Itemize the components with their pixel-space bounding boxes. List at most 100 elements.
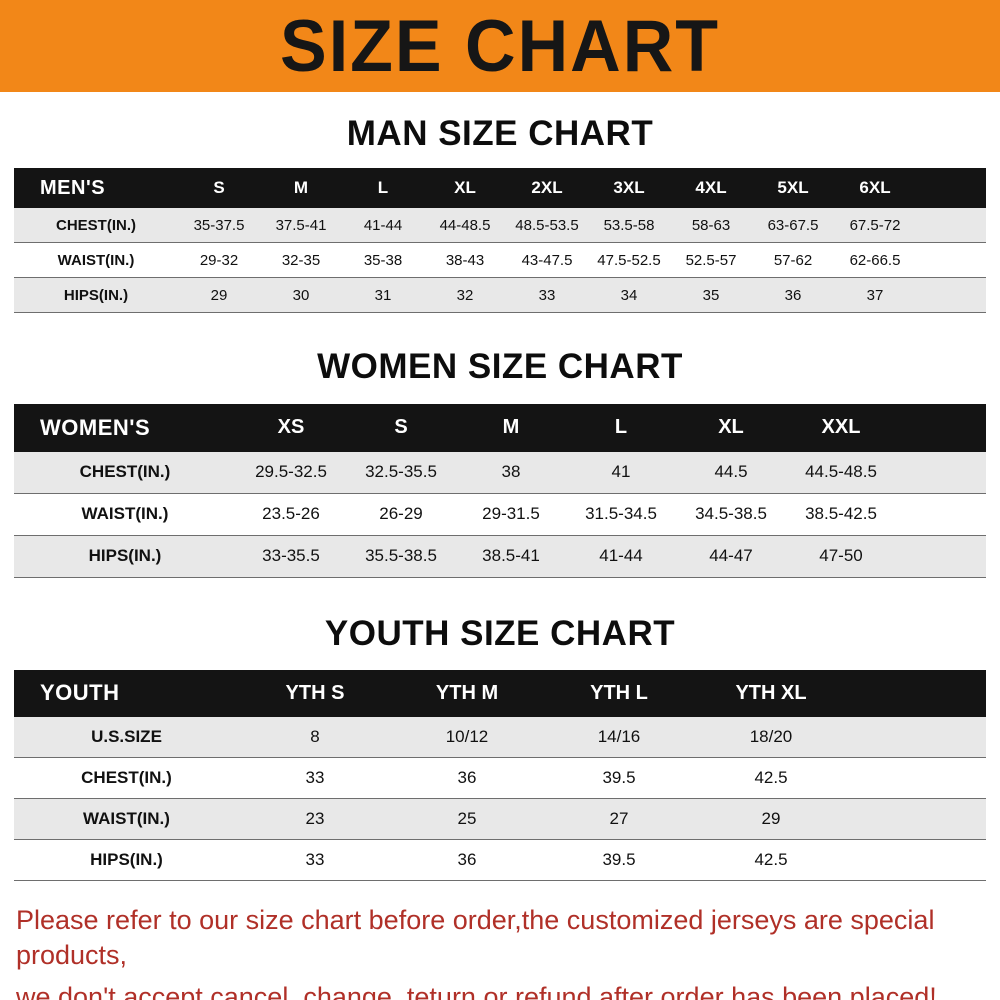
table-header-row: MEN'S S M L XL 2XL 3XL 4XL 5XL 6XL xyxy=(14,168,986,209)
women-size-table: WOMEN'S XS S M L XL XXL CHEST(IN.) 29.5-32.5 32.5… xyxy=(14,403,986,578)
size-value: 8 xyxy=(310,726,320,746)
column-header: L xyxy=(614,416,628,438)
column-header: M xyxy=(293,178,309,198)
table-title-cell: YOUTH xyxy=(40,680,120,706)
size-value: 47-50 xyxy=(819,546,863,565)
table-title-cell: WOMEN'S xyxy=(40,414,151,440)
row-label: HIPS(IN.) xyxy=(90,849,163,869)
table-header-row: WOMEN'S XS S M L XL XXL xyxy=(14,403,986,452)
row-label: U.S.SIZE xyxy=(91,726,162,746)
size-value: 52.5-57 xyxy=(685,251,737,269)
row-label: CHEST(IN.) xyxy=(81,767,172,787)
footer-notice: Please refer to our size chart before or… xyxy=(16,903,984,1000)
size-value: 39.5 xyxy=(602,767,636,787)
section-heading-man: MAN SIZE CHART xyxy=(346,114,654,153)
section-youth: YOUTH SIZE CHART YOUTH YTH S YTH M YTH L YTH… xyxy=(0,614,1000,881)
column-header: YTH XL xyxy=(735,681,807,704)
size-value: 36 xyxy=(457,849,477,869)
size-value: 41 xyxy=(611,462,631,481)
table-title-cell: MEN'S xyxy=(40,176,106,199)
table-row: WAIST(IN.) 23 25 27 29 xyxy=(14,798,986,840)
column-header: XS xyxy=(277,416,305,438)
size-value: 67.5-72 xyxy=(849,216,901,234)
size-value: 38.5-42.5 xyxy=(805,504,877,523)
size-value: 35-37.5 xyxy=(193,216,245,234)
table-row: WAIST(IN.) 29-32 32-35 35-38 38-43 43-47.5 47.… xyxy=(14,243,986,279)
size-value: 33 xyxy=(538,286,556,304)
section-women: WOMEN SIZE CHART WOMEN'S XS S M L XL XXL CHEST(… xyxy=(0,347,1000,578)
column-header: 3XL xyxy=(613,178,645,198)
table-row: U.S.SIZE 8 10/12 14/16 18/20 xyxy=(14,716,986,758)
size-value: 32-35 xyxy=(281,251,321,269)
table-header-row: YOUTH YTH S YTH M YTH L YTH XL xyxy=(14,669,986,717)
size-value: 42.5 xyxy=(754,849,788,869)
column-header: 2XL xyxy=(531,178,563,198)
size-value: 31.5-34.5 xyxy=(585,504,657,523)
row-label: CHEST(IN.) xyxy=(56,216,136,234)
table-row: HIPS(IN.) 33-35.5 35.5-38.5 38.5-41 41-44 44-… xyxy=(14,535,986,578)
column-header: 5XL xyxy=(777,178,809,198)
size-value: 29-31.5 xyxy=(482,504,540,523)
table-row: CHEST(IN.) 33 36 39.5 42.5 xyxy=(14,757,986,799)
column-header: 6XL xyxy=(859,178,891,198)
column-header: XXL xyxy=(821,416,861,438)
column-header: YTH L xyxy=(590,681,648,704)
banner-title: SIZE CHART xyxy=(280,5,720,87)
table-row: HIPS(IN.) 33 36 39.5 42.5 xyxy=(14,839,986,881)
size-value: 23.5-26 xyxy=(262,504,320,523)
size-value: 25 xyxy=(457,808,477,828)
man-size-table: MEN'S S M L XL 2XL 3XL 4XL 5XL 6XL CHEST(IN.) 35-37… xyxy=(14,168,986,314)
banner: SIZE CHART xyxy=(0,0,1000,92)
notice-line-2: we don't accept cancel, change, teturn o… xyxy=(16,981,937,1000)
size-value: 53.5-58 xyxy=(603,216,655,234)
row-label: HIPS(IN.) xyxy=(88,546,162,565)
size-value: 48.5-53.5 xyxy=(515,216,579,234)
size-value: 32.5-35.5 xyxy=(365,462,437,481)
size-value: 23 xyxy=(305,808,325,828)
section-man: MAN SIZE CHART MEN'S S M L XL 2XL 3XL 4XL 5XL 6XL… xyxy=(0,114,1000,314)
column-header: YTH M xyxy=(435,681,499,704)
size-value: 41-44 xyxy=(599,546,643,565)
size-value: 41-44 xyxy=(363,216,403,234)
size-value: 44.5-48.5 xyxy=(805,462,877,481)
size-value: 33 xyxy=(305,849,325,869)
size-value: 58-63 xyxy=(691,216,731,234)
section-heading-youth: YOUTH SIZE CHART xyxy=(324,613,676,653)
size-value: 62-66.5 xyxy=(849,251,901,269)
size-value: 33 xyxy=(305,767,325,787)
column-header: 4XL xyxy=(695,178,727,198)
size-value: 14/16 xyxy=(597,726,641,746)
size-value: 26-29 xyxy=(379,504,423,523)
size-value: 38 xyxy=(501,462,521,481)
size-value: 44.5 xyxy=(714,462,748,481)
size-value: 47.5-52.5 xyxy=(597,251,661,269)
size-value: 44-48.5 xyxy=(439,216,491,234)
size-value: 29 xyxy=(210,286,228,304)
row-label: WAIST(IN.) xyxy=(81,504,169,523)
size-value: 31 xyxy=(374,286,392,304)
size-value: 29 xyxy=(761,808,781,828)
column-header: M xyxy=(502,416,520,438)
size-value: 29-32 xyxy=(199,251,239,269)
size-value: 44-47 xyxy=(709,546,753,565)
row-label: CHEST(IN.) xyxy=(79,462,171,481)
size-value: 39.5 xyxy=(602,849,636,869)
size-value: 27 xyxy=(609,808,629,828)
size-value: 18/20 xyxy=(749,726,793,746)
notice-line-1: Please refer to our size chart before or… xyxy=(16,904,935,970)
size-value: 35.5-38.5 xyxy=(365,546,437,565)
size-value: 35 xyxy=(702,286,720,304)
size-value: 63-67.5 xyxy=(767,216,819,234)
size-value: 30 xyxy=(292,286,310,304)
row-label: WAIST(IN.) xyxy=(83,808,170,828)
table-row: HIPS(IN.) 29 30 31 32 33 34 35 36 37 xyxy=(14,278,986,314)
column-header: L xyxy=(377,178,389,198)
size-value: 37.5-41 xyxy=(275,216,327,234)
row-label: HIPS(IN.) xyxy=(63,286,129,304)
size-value: 34 xyxy=(620,286,638,304)
size-value: 32 xyxy=(456,286,474,304)
size-value: 10/12 xyxy=(445,726,489,746)
column-header: S xyxy=(213,178,225,198)
column-header: XL xyxy=(718,416,744,438)
